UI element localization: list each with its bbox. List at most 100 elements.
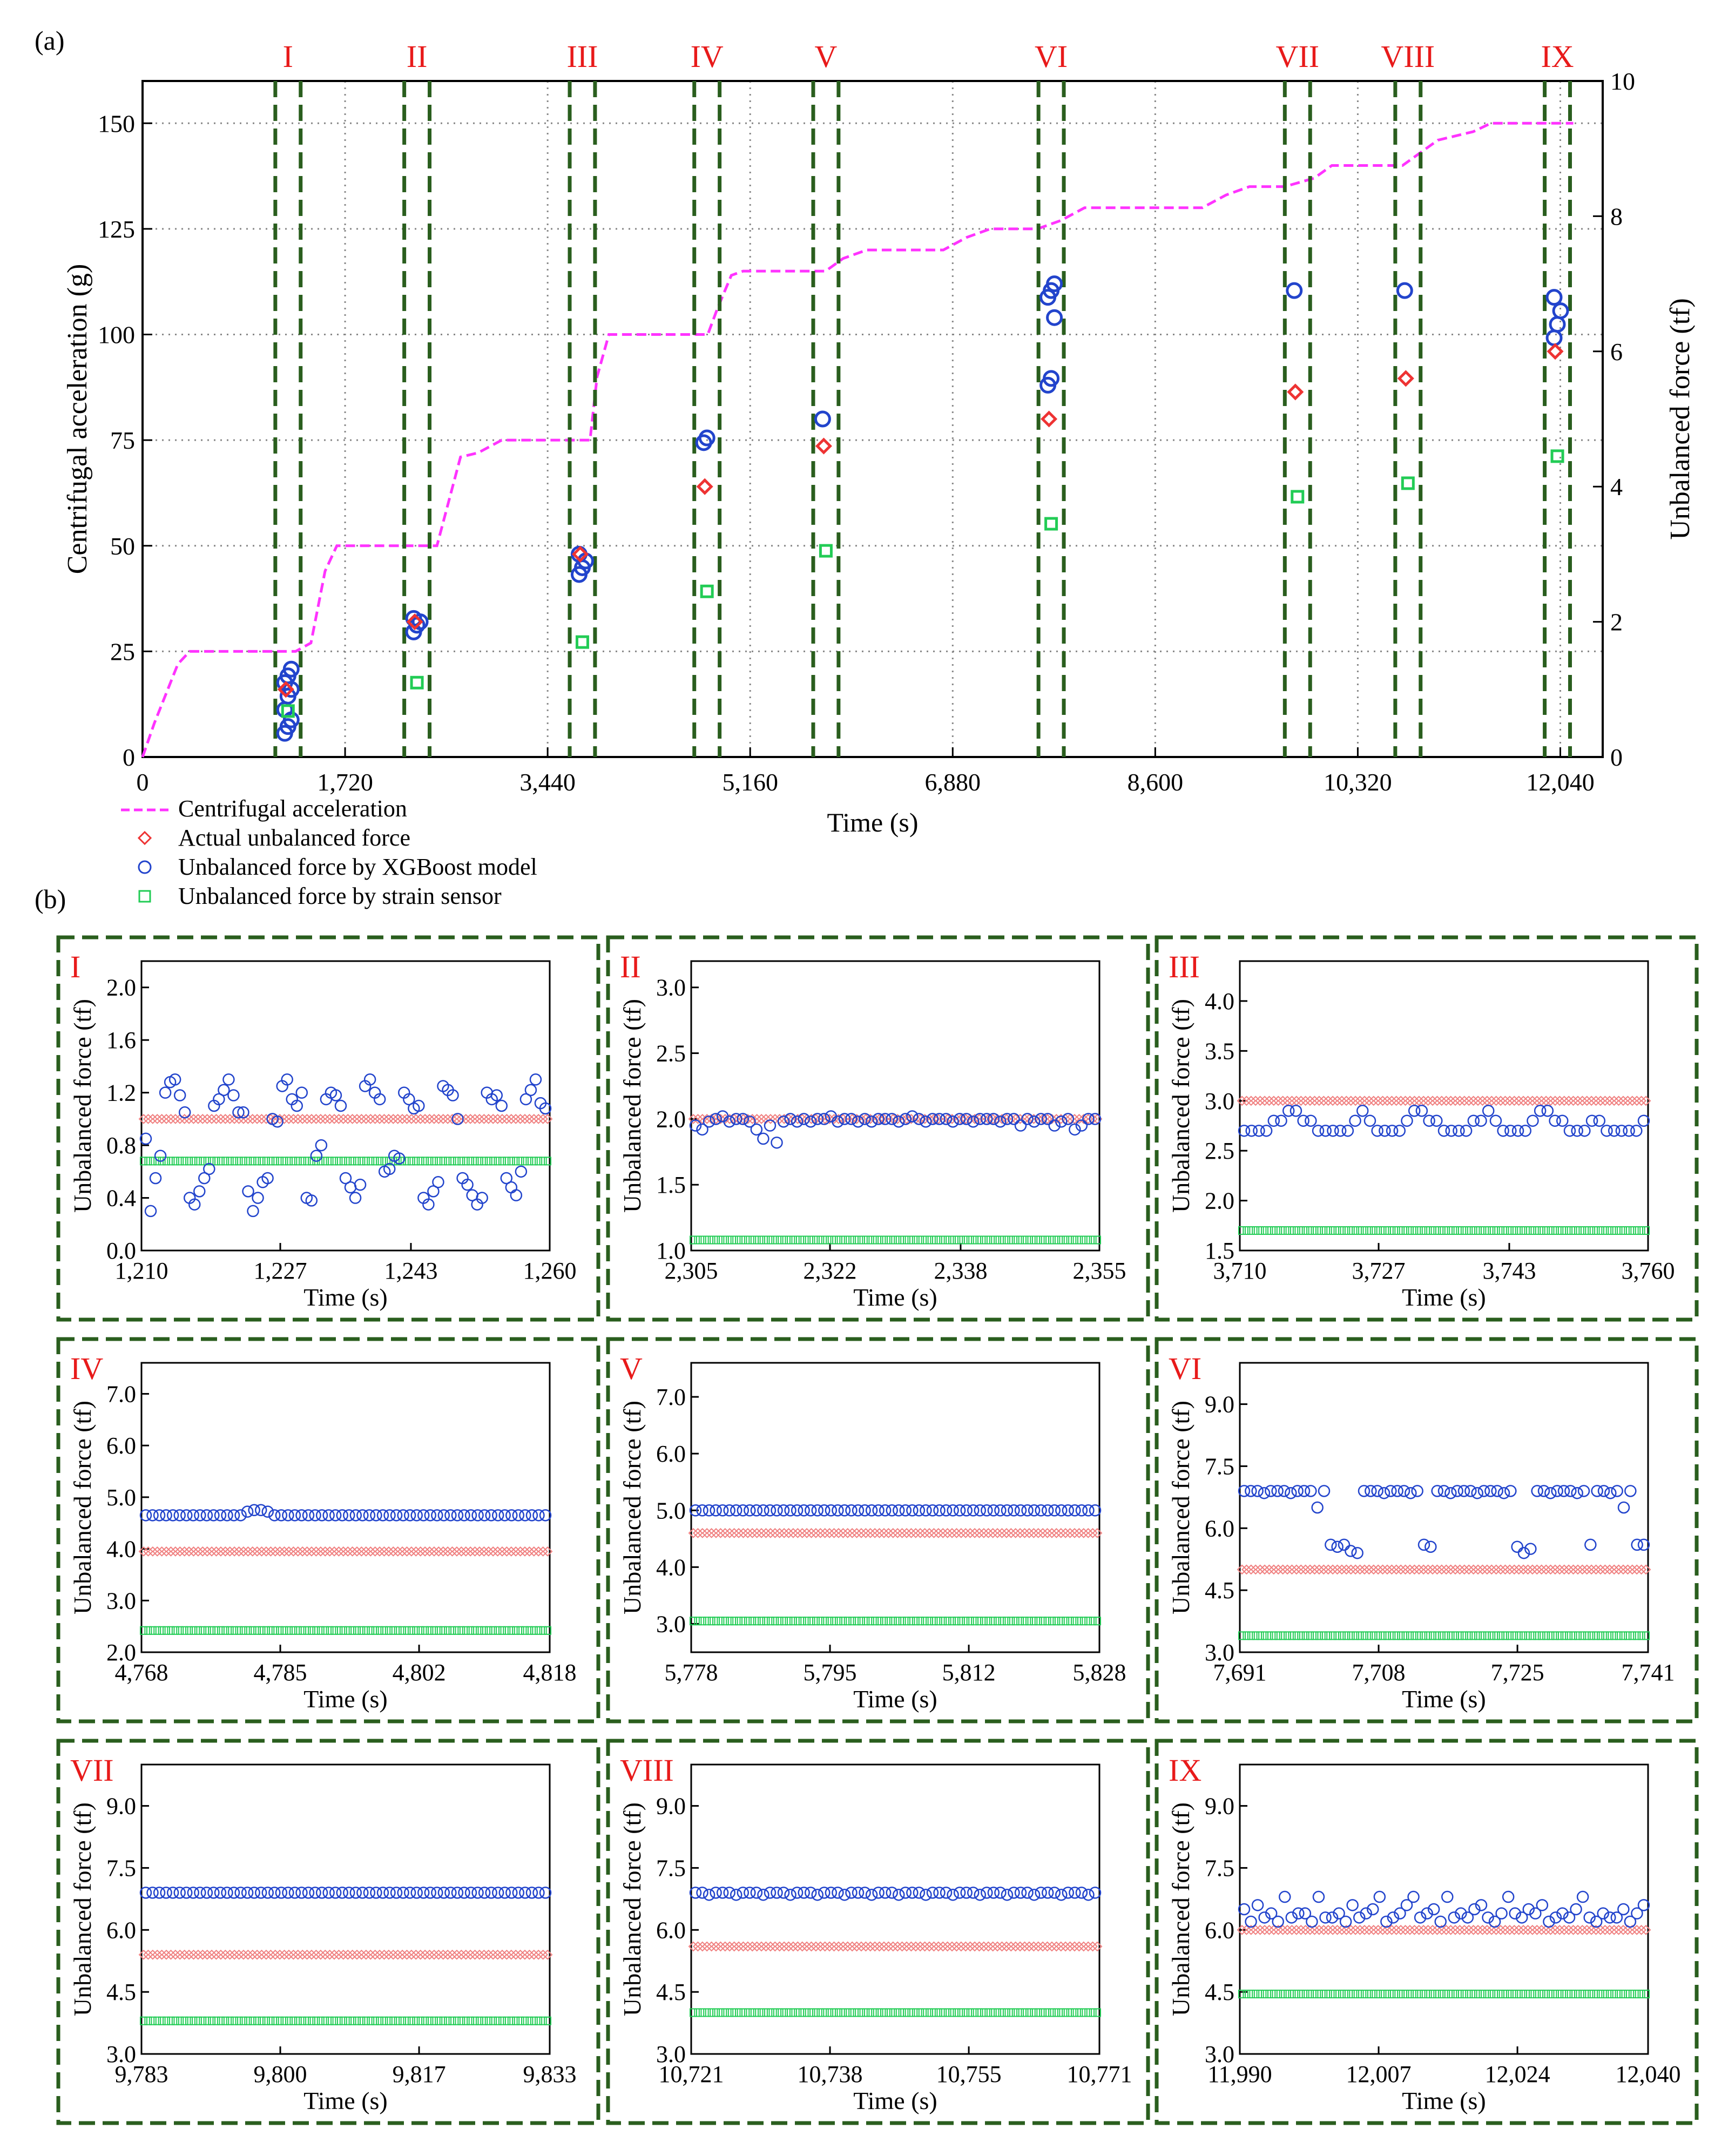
xgboost-marker [791,1504,804,1517]
strain-marker [231,1157,239,1166]
actual-marker [1037,1528,1048,1538]
actual-marker [338,1113,349,1124]
subplot-label: IX [1169,1753,1201,1788]
strain-marker [816,1617,825,1626]
strain-marker [1497,1989,1505,1998]
actual-marker [393,1949,403,1960]
strain-marker [1506,1226,1514,1235]
xgboost-marker [1311,1501,1324,1514]
actual-marker [1327,1924,1338,1935]
window-label: IX [1541,39,1574,74]
strain-marker [1265,1631,1273,1640]
strain-marker [544,1626,551,1635]
y-tick-label: 3.0 [656,975,686,1001]
strain-marker [453,2016,461,2025]
actual-marker [806,1528,816,1538]
subplot-frame [690,1763,1101,2055]
xgboost-marker [1578,1124,1591,1137]
actual-marker [451,1546,462,1557]
actual-marker [1382,1564,1393,1575]
strain-marker [1528,1989,1536,1998]
actual-marker [856,1941,867,1952]
strain-marker [530,2016,538,2025]
strain-marker [1048,2008,1056,2017]
strain-marker [471,1626,479,1635]
actual-marker [1459,1564,1470,1575]
actual-marker [325,1949,335,1960]
strain-marker [834,1617,842,1626]
subplot-II: II2,305 2,322 2,338 2,3551.01.52.02.53.0Tim… [606,935,1150,1322]
actual-marker [756,1941,767,1952]
strain-marker [1479,1989,1487,1998]
xgboost-marker [1069,1887,1081,1899]
strain-marker [862,2008,870,2017]
strain-marker [843,1617,852,1626]
strain-marker [467,2016,475,2025]
strain-marker [907,2008,915,2017]
strain-marker [1284,1631,1292,1640]
actual-marker [897,1941,908,1952]
actual-marker [1641,1564,1651,1575]
actual-marker [1582,1924,1592,1935]
xgboost-marker [422,1198,435,1211]
actual-marker [1641,1924,1651,1935]
actual-marker [1609,1924,1619,1935]
actual-marker [361,1113,372,1124]
strain-marker [231,1626,239,1635]
strain-marker [276,2016,284,2025]
window-VIII: VIII [1381,39,1435,757]
xgboost-marker [356,1509,369,1522]
actual-marker [1409,1564,1420,1575]
actual-marker [1614,1924,1624,1935]
strain-marker [276,1157,284,1166]
actual-marker [1309,1564,1320,1575]
legend-strain-swatch [138,890,151,903]
strain-marker [1465,1226,1473,1235]
y-tick-label: 1.5 [656,1172,686,1198]
strain-marker [507,1626,515,1635]
x-tick-label: 2,322 [804,1258,857,1284]
strain-marker [794,2008,802,2017]
xgboost-marker [1437,1124,1450,1137]
actual-marker [1273,1564,1284,1575]
strain-marker [267,1157,275,1166]
strain-marker [1460,1226,1468,1235]
strain-marker [171,1157,179,1166]
actual-marker [842,1941,853,1952]
actual-marker [388,1546,399,1557]
strain-marker [1642,1631,1650,1640]
actual-marker [820,1528,831,1538]
xgboost-marker [315,1887,328,1899]
actual-marker [1436,1096,1447,1106]
actual-marker [1001,1528,1012,1538]
strain-marker [780,1235,788,1245]
strain-marker [190,1157,198,1166]
strain-marker [1596,1226,1604,1235]
xgboost-marker [1351,1546,1363,1559]
xgboost-marker [495,1099,508,1112]
actual-marker [1015,1528,1025,1538]
xgboost-marker [1028,1504,1041,1517]
strain-marker [717,1235,725,1245]
strain-marker [407,1626,415,1635]
subplot-dashed-border [1155,935,1699,1322]
actual-marker [1327,1564,1338,1575]
actual-marker [197,1546,208,1557]
y-tick-label: 25 [110,638,135,665]
xgboost-marker [1590,1915,1603,1928]
actual-marker [1246,1564,1257,1575]
y2-tick-label: 8 [1610,202,1623,230]
strain-marker [1610,1631,1618,1640]
xgboost-marker [967,1115,980,1128]
actual-marker [347,1949,358,1960]
strain-marker [1588,1226,1596,1235]
actual-marker [478,1546,489,1557]
xgboost-marker [146,1887,159,1899]
strain-marker [1397,1631,1405,1640]
strain-marker [1547,1226,1555,1235]
xgboost-marker [804,1115,817,1128]
actual-marker [1463,1924,1474,1935]
strain-marker [1383,1226,1391,1235]
strain-marker [1265,1989,1273,1998]
